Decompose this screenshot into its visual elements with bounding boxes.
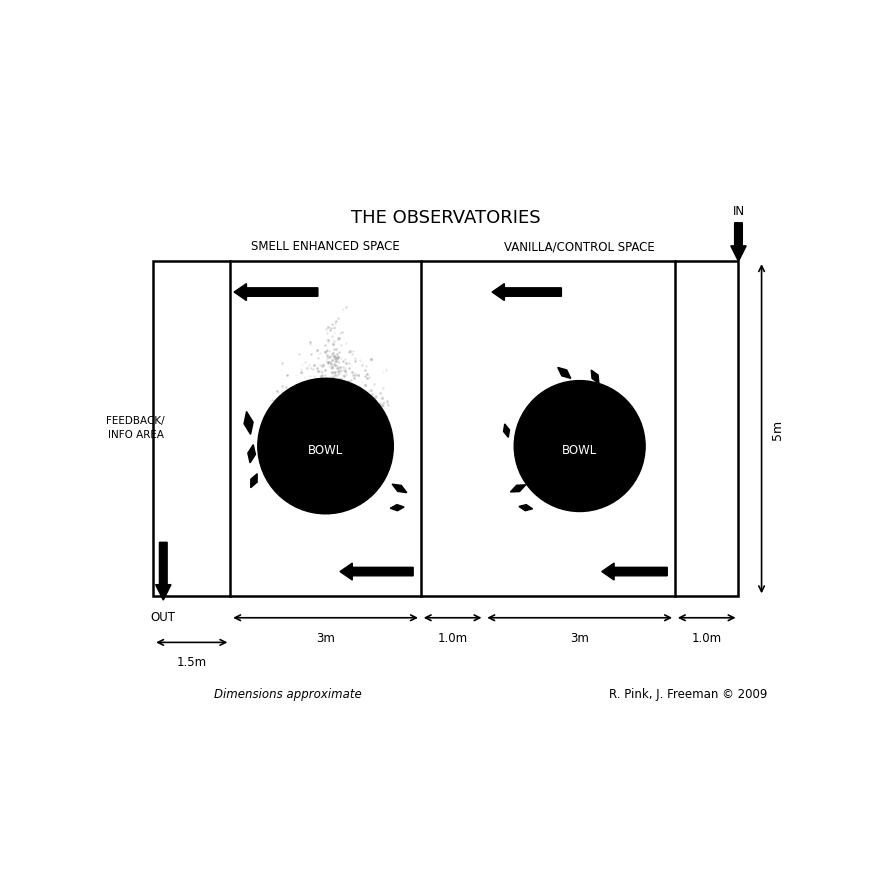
FancyArrow shape [492, 284, 561, 302]
FancyArrow shape [156, 542, 171, 600]
Text: OUT: OUT [150, 610, 176, 623]
Text: THE OBSERVATORIES: THE OBSERVATORIES [351, 209, 540, 227]
Polygon shape [591, 371, 598, 384]
Text: 1.0m: 1.0m [691, 631, 721, 644]
Text: FEEDBACK/
INFO AREA: FEEDBACK/ INFO AREA [106, 415, 165, 440]
Text: R. Pink, J. Freeman © 2009: R. Pink, J. Freeman © 2009 [608, 687, 766, 700]
Text: 3m: 3m [569, 631, 588, 644]
Bar [153, 262, 738, 596]
Polygon shape [503, 424, 509, 438]
Text: 5m: 5m [770, 419, 783, 440]
Text: 3m: 3m [315, 631, 335, 644]
Text: VANILLA/CONTROL SPACE: VANILLA/CONTROL SPACE [504, 240, 654, 253]
Circle shape [514, 381, 645, 512]
Polygon shape [390, 505, 403, 511]
Text: BOWL: BOWL [308, 444, 342, 457]
FancyArrow shape [340, 563, 413, 580]
Polygon shape [250, 474, 257, 488]
FancyArrow shape [234, 284, 317, 302]
Circle shape [257, 379, 393, 514]
FancyArrow shape [730, 223, 746, 262]
Text: BOWL: BOWL [561, 444, 597, 457]
Text: 1.5m: 1.5m [176, 656, 207, 669]
Polygon shape [510, 485, 525, 493]
Text: IN: IN [732, 205, 744, 218]
Polygon shape [557, 368, 570, 379]
Polygon shape [518, 505, 532, 511]
FancyArrow shape [601, 563, 667, 580]
Text: SMELL ENHANCED SPACE: SMELL ENHANCED SPACE [251, 240, 400, 253]
Text: 1.0m: 1.0m [437, 631, 468, 644]
Polygon shape [243, 412, 253, 434]
Polygon shape [392, 485, 407, 493]
Polygon shape [248, 445, 255, 463]
Text: Dimensions approximate: Dimensions approximate [214, 687, 362, 700]
